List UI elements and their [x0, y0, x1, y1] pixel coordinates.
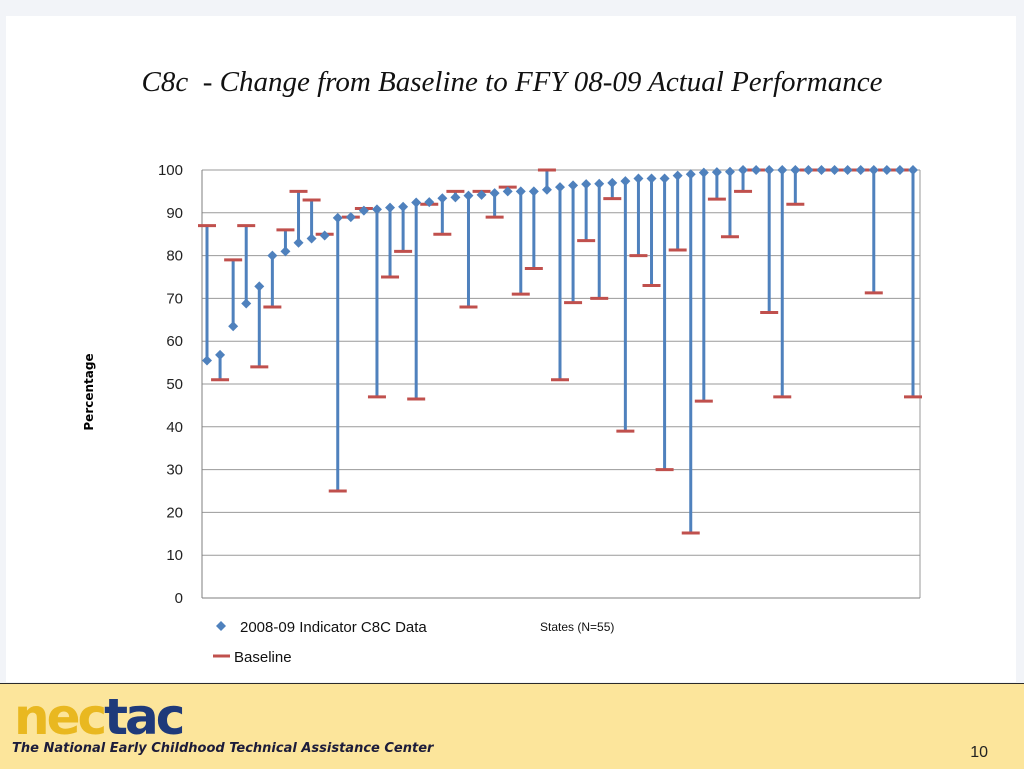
data-point [607, 177, 618, 188]
y-tick-label: 20 [166, 504, 183, 521]
data-point [228, 321, 239, 332]
legend-label-data: 2008-09 Indicator C8C Data [240, 619, 427, 636]
data-point [202, 355, 212, 366]
footer: nectac The National Early Childhood Tech… [0, 683, 1024, 769]
data-point [659, 173, 670, 184]
data-point [881, 165, 892, 175]
data-point [541, 184, 552, 195]
data-point [868, 165, 879, 175]
data-series [198, 165, 922, 535]
data-point [254, 281, 265, 292]
data-point [685, 169, 696, 180]
data-point [633, 173, 644, 184]
data-point [724, 166, 735, 177]
slide-title: C8c - Change from Baseline to FFY 08-09 … [141, 66, 883, 98]
data-point [738, 165, 749, 175]
data-point [829, 165, 840, 175]
y-tick-label: 60 [166, 333, 183, 350]
data-point [345, 212, 356, 223]
data-point [816, 165, 827, 175]
y-tick-label: 40 [166, 419, 183, 436]
logo-text-nec: nec [14, 692, 105, 740]
data-point [711, 167, 722, 178]
data-point [894, 165, 905, 175]
data-point [319, 230, 330, 241]
y-tick-label: 90 [166, 205, 183, 222]
page-number: 10 [970, 744, 988, 761]
data-point [698, 167, 709, 178]
legend-label-baseline: Baseline [234, 649, 292, 666]
data-point [385, 202, 396, 213]
y-tick-label: 50 [166, 376, 183, 393]
logo-text-tac: tac [104, 692, 183, 740]
y-tick-labels: 0 10 20 30 40 50 60 70 80 90 100 [158, 162, 183, 607]
data-point [267, 250, 278, 261]
data-point [411, 197, 422, 208]
data-point [620, 176, 631, 187]
data-point [489, 188, 500, 199]
y-tick-label: 80 [166, 248, 183, 265]
y-tick-label: 0 [175, 590, 183, 607]
data-point [803, 165, 814, 175]
organization-tagline: The National Early Childhood Technical A… [12, 741, 434, 756]
y-tick-label: 30 [166, 462, 183, 479]
y-tick-label: 70 [166, 290, 183, 307]
data-point [241, 298, 252, 309]
data-point [332, 212, 343, 223]
data-point [215, 349, 226, 360]
y-axis-label: Percentage [82, 353, 96, 430]
data-point [790, 165, 801, 175]
legend: 2008-09 Indicator C8C Data Baseline [213, 619, 427, 666]
data-point [502, 186, 513, 197]
x-axis-label: States (N=55) [540, 620, 614, 634]
svg-text:nectac: nectac [14, 692, 183, 740]
data-point [424, 197, 435, 208]
data-point [672, 170, 683, 181]
data-point [306, 233, 317, 244]
data-point [594, 178, 605, 189]
data-point [855, 165, 866, 175]
slide-panel [6, 16, 1016, 682]
data-point [293, 237, 304, 248]
legend-marker-data [216, 621, 226, 631]
data-point [358, 205, 369, 216]
logo-wordmark: nectac [14, 688, 186, 746]
data-point [764, 165, 775, 175]
data-point [528, 186, 539, 197]
nectac-logo: nectac [14, 688, 234, 746]
data-point [646, 173, 657, 184]
data-point [842, 165, 853, 175]
y-tick-label: 10 [166, 547, 183, 564]
data-point [450, 192, 461, 203]
data-point [555, 182, 565, 193]
axes [201, 170, 921, 599]
data-point [515, 186, 526, 197]
y-tick-label: 100 [158, 162, 183, 179]
data-point [463, 190, 474, 201]
data-point [568, 180, 579, 191]
data-point [371, 204, 382, 215]
chart: 0 10 20 30 40 50 60 70 80 90 100 Percentage 2008-0… [82, 162, 922, 666]
data-point [280, 246, 291, 257]
data-point [908, 165, 918, 175]
data-point [777, 165, 788, 175]
data-point [398, 201, 409, 212]
data-point [581, 179, 592, 190]
data-point [437, 193, 448, 204]
data-point [476, 189, 487, 200]
data-point [751, 165, 762, 175]
